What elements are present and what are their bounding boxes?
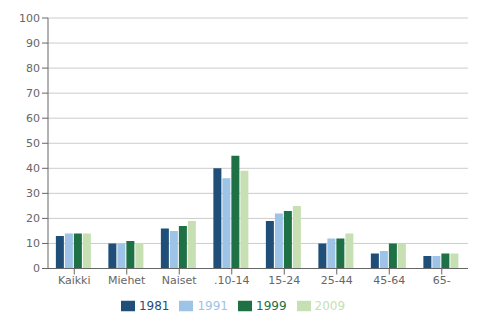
- svg-text:60: 60: [26, 112, 40, 125]
- svg-text:Kaikki: Kaikki: [58, 274, 91, 287]
- svg-text:50: 50: [26, 137, 40, 150]
- html-text:1999: 1999: [256, 298, 287, 313]
- svg-text:Miehet: Miehet: [108, 274, 146, 287]
- html-text:1991: 1991: [197, 298, 228, 313]
- svg-text:90: 90: [26, 37, 40, 50]
- svg-text:20: 20: [26, 212, 40, 225]
- svg-text:10: 10: [26, 237, 40, 250]
- svg-text:80: 80: [26, 62, 40, 75]
- svg-text:.10-14: .10-14: [214, 274, 249, 287]
- svg-text:Naiset: Naiset: [162, 274, 198, 287]
- svg-text:15-24: 15-24: [268, 274, 300, 287]
- svg-text:70: 70: [26, 87, 40, 100]
- html-text:2009: 2009: [314, 298, 346, 313]
- svg-text:40: 40: [26, 162, 40, 175]
- svg-text:65-: 65-: [433, 274, 451, 287]
- html-text:1981: 1981: [138, 298, 170, 313]
- svg-text:100: 100: [19, 12, 40, 25]
- svg-text:45-64: 45-64: [373, 274, 405, 287]
- svg-text:30: 30: [26, 187, 40, 200]
- svg-text:25-44: 25-44: [321, 274, 353, 287]
- svg-text:0: 0: [33, 262, 40, 275]
